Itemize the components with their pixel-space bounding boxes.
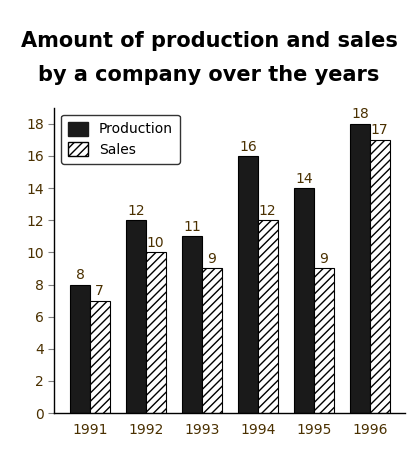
Text: by a company over the years: by a company over the years	[38, 65, 380, 85]
Text: 11: 11	[183, 220, 201, 234]
Bar	[238, 156, 258, 413]
Text: 16: 16	[239, 140, 257, 154]
Text: 9: 9	[207, 252, 216, 266]
Text: Amount of production and sales: Amount of production and sales	[20, 31, 398, 52]
Bar	[258, 220, 278, 413]
Text: 10: 10	[147, 236, 165, 250]
Text: 12: 12	[259, 204, 277, 218]
Bar	[182, 236, 202, 413]
Bar	[350, 124, 370, 413]
Text: 9: 9	[319, 252, 328, 266]
Bar	[146, 252, 166, 413]
Bar	[314, 269, 334, 413]
Text: 7: 7	[95, 284, 104, 298]
Bar	[294, 188, 314, 413]
Text: 18: 18	[351, 107, 369, 121]
Bar	[70, 285, 90, 413]
Text: 17: 17	[371, 123, 388, 137]
Text: 14: 14	[295, 172, 313, 186]
Bar	[370, 140, 390, 413]
Bar	[202, 269, 222, 413]
Text: 8: 8	[76, 268, 84, 282]
Legend: Production, Sales: Production, Sales	[61, 114, 180, 164]
Text: 12: 12	[127, 204, 145, 218]
Bar	[126, 220, 146, 413]
Bar	[90, 300, 110, 413]
